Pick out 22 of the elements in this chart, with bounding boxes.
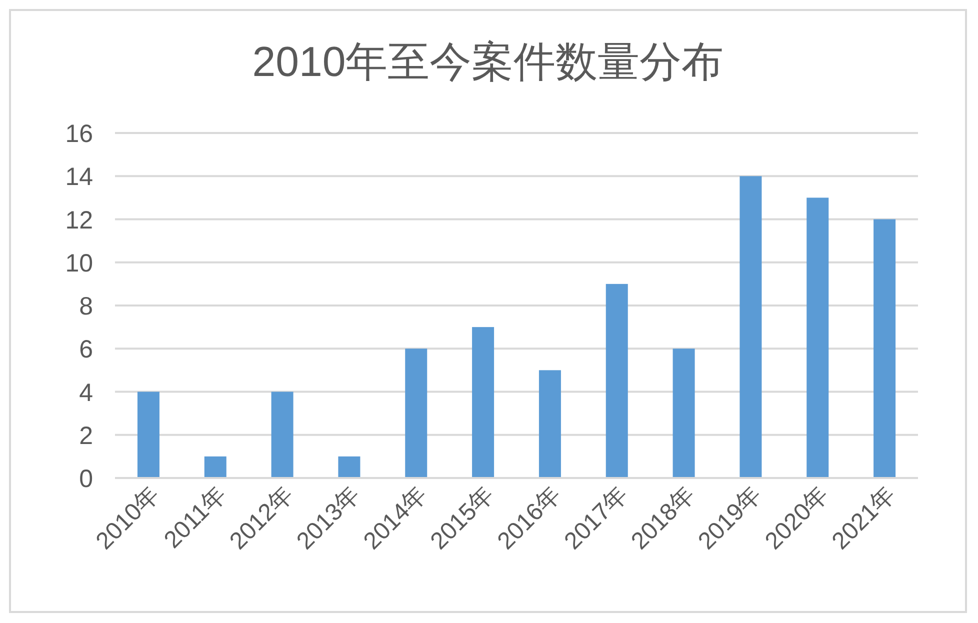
bar xyxy=(271,392,294,478)
y-tick-label: 10 xyxy=(65,249,93,278)
bar xyxy=(806,198,829,478)
bar xyxy=(405,348,428,478)
bar xyxy=(472,327,494,478)
bar xyxy=(538,370,561,478)
bar xyxy=(137,392,160,478)
bar xyxy=(874,219,896,478)
y-tick-label: 14 xyxy=(65,163,94,192)
y-tick-label: 2 xyxy=(79,422,93,450)
chart-title: 2010年至今案件数量分布 xyxy=(252,38,724,85)
bar xyxy=(204,456,226,478)
bar xyxy=(606,284,628,478)
y-tick-label: 0 xyxy=(79,465,93,493)
y-tick-label: 12 xyxy=(65,206,93,234)
bar xyxy=(672,348,695,478)
bar xyxy=(338,456,360,478)
y-tick-label: 8 xyxy=(79,292,93,320)
y-tick-label: 4 xyxy=(79,378,94,407)
bar xyxy=(740,176,762,478)
y-tick-label: 16 xyxy=(65,120,93,148)
y-tick-label: 6 xyxy=(79,336,93,364)
